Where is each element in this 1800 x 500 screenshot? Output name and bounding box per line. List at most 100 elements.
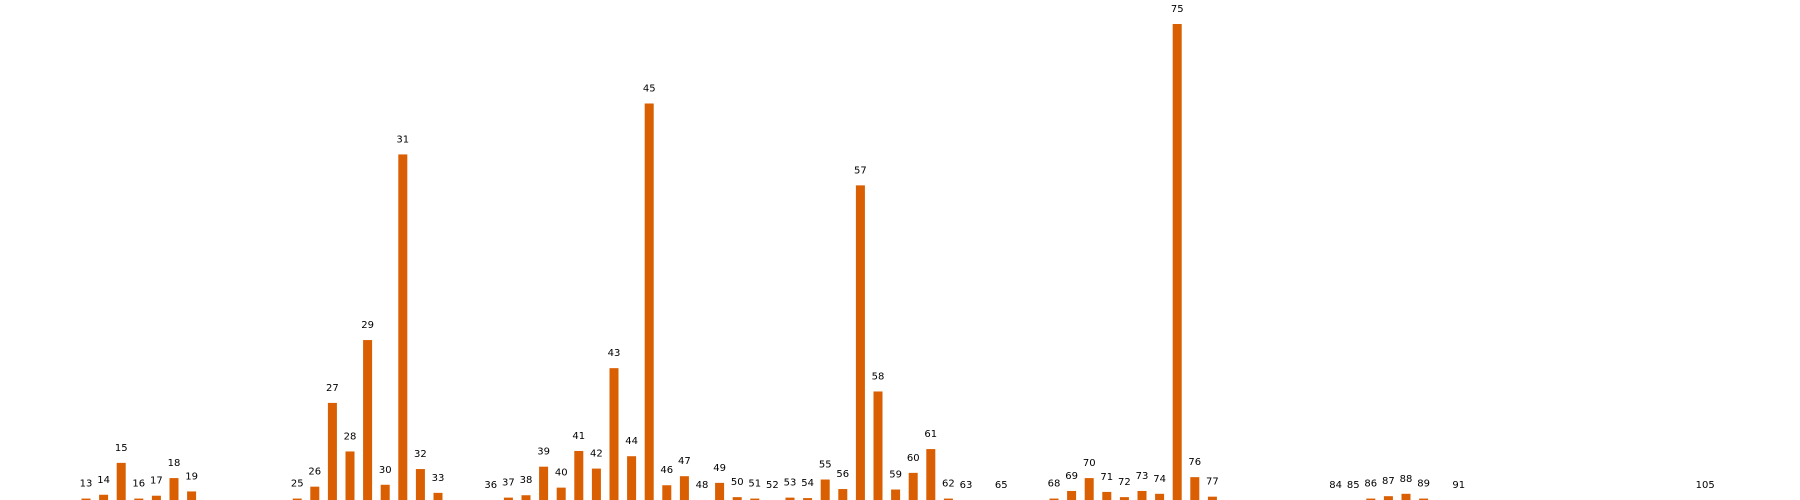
bar-47 xyxy=(679,476,689,500)
bar-13 xyxy=(81,498,91,500)
bar-label-59: 59 xyxy=(889,470,902,481)
bar-label-50: 50 xyxy=(731,477,744,488)
bar-label-58: 58 xyxy=(872,371,885,382)
bar-53 xyxy=(785,497,795,500)
bar-42 xyxy=(591,468,601,500)
bar-15 xyxy=(116,462,126,500)
bar-label-74: 74 xyxy=(1153,474,1166,485)
bar-label-61: 61 xyxy=(924,429,937,440)
bar-18 xyxy=(169,478,179,500)
bar-label-44: 44 xyxy=(625,436,638,447)
bar-labels: 13 14 15 16 17 18 19 25 26 27 28 29 30 31 32 33 36 37 38 39… xyxy=(80,4,1715,491)
bar-label-18: 18 xyxy=(168,458,181,469)
bar-label-55: 55 xyxy=(819,460,832,471)
bar-26 xyxy=(310,486,320,500)
bar-label-32: 32 xyxy=(414,449,427,460)
bar-label-76: 76 xyxy=(1188,457,1201,468)
bar-68 xyxy=(1049,498,1059,500)
bar-label-47: 47 xyxy=(678,456,691,467)
bar-label-31: 31 xyxy=(396,134,409,145)
bar-58 xyxy=(873,391,883,500)
bar-16 xyxy=(134,498,144,500)
bar-label-77: 77 xyxy=(1206,477,1219,488)
bar-label-51: 51 xyxy=(748,479,761,490)
bar-39 xyxy=(539,466,549,500)
bar-label-28: 28 xyxy=(344,431,357,442)
bar-label-30: 30 xyxy=(379,465,392,476)
bar-62 xyxy=(943,498,953,500)
bar-54 xyxy=(803,498,813,500)
bar-32 xyxy=(415,469,425,500)
bar-label-53: 53 xyxy=(784,478,797,489)
bar-series xyxy=(81,24,1429,500)
bar-label-87: 87 xyxy=(1382,476,1395,487)
bar-label-29: 29 xyxy=(361,320,374,331)
bar-label-89: 89 xyxy=(1417,479,1430,490)
bar-28 xyxy=(345,451,355,500)
bar-31 xyxy=(398,154,408,500)
bar-45 xyxy=(644,103,654,500)
bar-label-65: 65 xyxy=(995,480,1008,491)
bar-label-56: 56 xyxy=(836,469,849,480)
bar-label-42: 42 xyxy=(590,449,603,460)
bar-label-73: 73 xyxy=(1136,471,1149,482)
bar-89 xyxy=(1419,498,1429,500)
bar-55 xyxy=(820,479,830,500)
bar-label-43: 43 xyxy=(608,348,621,359)
bar-17 xyxy=(151,495,161,500)
bar-label-17: 17 xyxy=(150,476,163,487)
bar-label-14: 14 xyxy=(97,475,110,486)
bar-label-88: 88 xyxy=(1400,474,1413,485)
bar-label-41: 41 xyxy=(572,431,585,442)
bar-label-37: 37 xyxy=(502,478,515,489)
bar-label-60: 60 xyxy=(907,453,920,464)
bar-50 xyxy=(732,497,742,500)
bar-label-49: 49 xyxy=(713,463,726,474)
bar-label-69: 69 xyxy=(1065,471,1078,482)
bar-label-46: 46 xyxy=(660,465,673,476)
bar-40 xyxy=(556,487,566,500)
bar-86 xyxy=(1366,498,1376,500)
bar-61 xyxy=(926,449,936,500)
bar-30 xyxy=(380,484,390,500)
bar-74 xyxy=(1155,493,1165,500)
bar-56 xyxy=(838,489,848,500)
bar-57 xyxy=(855,185,865,500)
bar-label-48: 48 xyxy=(696,480,709,491)
bar-label-85: 85 xyxy=(1347,480,1360,491)
bar-label-57: 57 xyxy=(854,165,867,176)
bar-label-62: 62 xyxy=(942,479,955,490)
bar-27 xyxy=(327,402,337,500)
bar-label-15: 15 xyxy=(115,443,128,454)
bar-77 xyxy=(1207,496,1217,500)
bar-label-13: 13 xyxy=(80,479,93,490)
bar-label-71: 71 xyxy=(1100,472,1113,483)
bar-label-36: 36 xyxy=(484,480,497,491)
bar-label-39: 39 xyxy=(537,447,550,458)
bar-41 xyxy=(574,450,584,500)
bar-69 xyxy=(1067,490,1077,500)
bar-46 xyxy=(662,485,672,500)
bar-label-70: 70 xyxy=(1083,458,1096,469)
bar-33 xyxy=(433,492,443,500)
bar-label-27: 27 xyxy=(326,383,339,394)
bar-label-63: 63 xyxy=(960,480,973,491)
bar-label-26: 26 xyxy=(308,467,321,478)
bar-60 xyxy=(908,472,918,500)
bar-70 xyxy=(1084,478,1094,500)
bar-label-72: 72 xyxy=(1118,477,1131,488)
bar-49 xyxy=(715,482,725,500)
bar-37 xyxy=(503,497,513,500)
bar-label-40: 40 xyxy=(555,468,568,479)
bar-25 xyxy=(292,498,302,500)
bar-73 xyxy=(1137,490,1147,500)
bar-88 xyxy=(1401,493,1411,500)
bar-38 xyxy=(521,495,531,500)
bar-label-38: 38 xyxy=(520,475,533,486)
bar-label-16: 16 xyxy=(132,479,145,490)
bar-14 xyxy=(99,494,109,500)
bar-19 xyxy=(187,491,197,500)
bar-44 xyxy=(627,456,637,500)
bar-label-54: 54 xyxy=(801,478,814,489)
bar-75 xyxy=(1172,24,1182,500)
